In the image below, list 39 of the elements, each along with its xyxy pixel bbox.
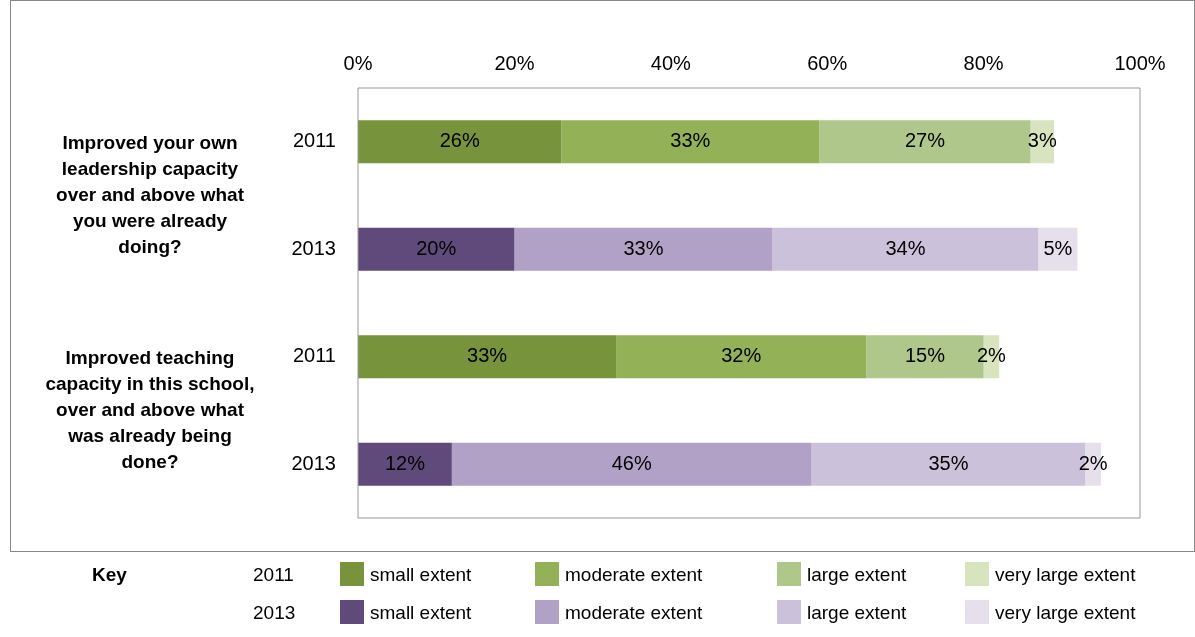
data-label: 26% (439, 129, 480, 152)
y-tick-label: 2013 (291, 236, 336, 259)
data-label: 5% (1043, 236, 1073, 259)
data-label: 15% (904, 344, 946, 367)
data-label: 20% (416, 236, 457, 259)
legend-label: moderate extent (565, 564, 703, 586)
text: large extent (807, 602, 907, 623)
data-label: 3% (1027, 129, 1057, 152)
y-tick-label: 2013 (291, 451, 336, 474)
data-label: 2% (1078, 451, 1108, 474)
data-label: 33% (670, 129, 711, 152)
legend-label: small extent (370, 564, 472, 586)
text: small extent (370, 602, 472, 623)
y-tick-label: 2011 (292, 344, 336, 367)
legend-label: large extent (807, 564, 907, 586)
x-tick-label: 20% (494, 51, 535, 74)
data-label: 46% (611, 451, 652, 474)
category-label: 2011 (253, 564, 294, 585)
data-label: 33% (467, 344, 508, 367)
x-tick-label: 0% (343, 51, 373, 74)
data-label: 34% (885, 236, 926, 259)
legend-title: Key (92, 564, 127, 586)
data-label: 33% (623, 236, 664, 259)
data-label: 35% (928, 451, 969, 474)
x-tick-label: 60% (807, 51, 848, 74)
x-tick-label: 80% (963, 51, 1004, 74)
text: moderate extent (565, 602, 703, 623)
text: Improved your own leadership capacity over and above what you were already doing? (56, 131, 245, 257)
y-tick-label: 2011 (292, 129, 336, 152)
legend-label: very large extent (995, 564, 1136, 586)
data-label: 27% (904, 129, 946, 152)
text: very large extent (995, 602, 1136, 623)
category-label: 2013 (253, 602, 296, 623)
x-tick-label: 40% (650, 51, 692, 74)
data-label: 12% (384, 451, 426, 474)
data-label: 32% (721, 344, 762, 367)
data-label: 2% (976, 344, 1007, 367)
text: Improved teaching capacity in this school, over and above what was already being done? (45, 346, 255, 472)
x-tick-label: 100% (1114, 51, 1166, 74)
